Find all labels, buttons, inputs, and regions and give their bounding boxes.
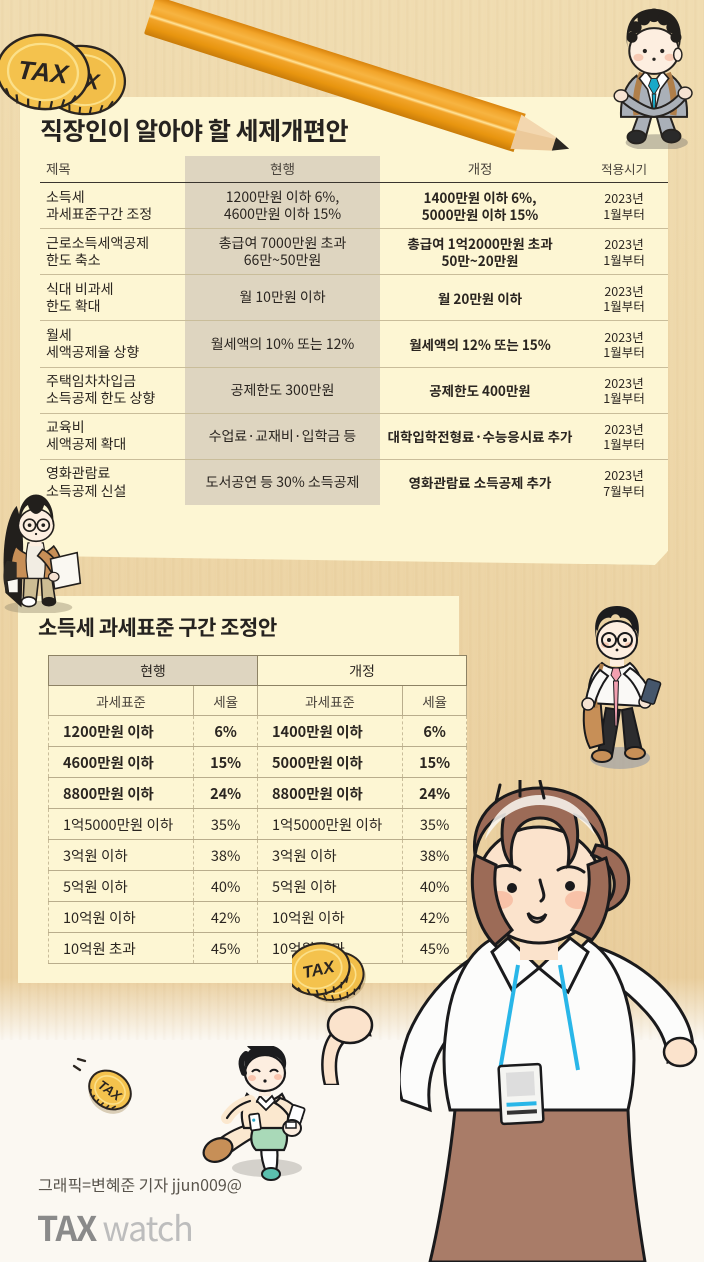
svg-text:TAX: TAX [17, 54, 72, 89]
